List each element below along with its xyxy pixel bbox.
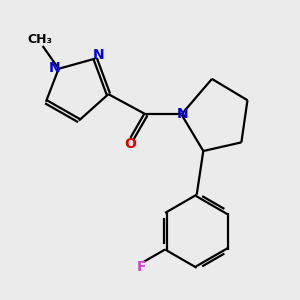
Text: F: F [137,260,147,274]
Text: O: O [124,137,136,151]
Text: N: N [49,61,60,75]
Text: CH₃: CH₃ [28,33,52,46]
Text: N: N [177,107,188,122]
Text: N: N [92,48,104,62]
